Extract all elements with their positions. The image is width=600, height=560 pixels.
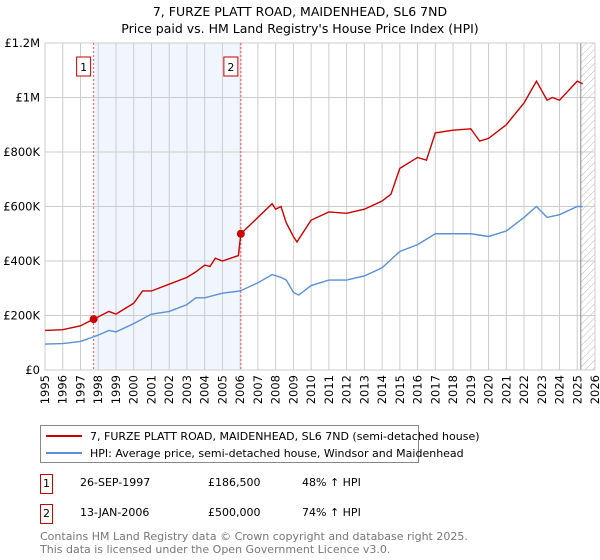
transaction-date: 13-JAN-2006 — [80, 506, 150, 519]
footer: Contains HM Land Registry data © Crown c… — [40, 530, 468, 556]
x-tick-label: 2010 — [304, 375, 318, 404]
chart-subtitle: Price paid vs. HM Land Registry's House … — [121, 21, 479, 36]
x-tick-label: 2011 — [322, 375, 336, 404]
x-tick-label: 1997 — [73, 375, 87, 404]
legend-swatch — [46, 452, 82, 454]
transaction-hpi: 48% ↑ HPI — [302, 476, 361, 489]
sale-badge-label: 1 — [80, 61, 87, 74]
x-tick-label: 2025 — [570, 375, 584, 404]
transaction-date: 26-SEP-1997 — [80, 476, 151, 489]
transaction-row: 2 13-JAN-2006 £500,000 74% ↑ HPI — [40, 504, 440, 524]
plot-frame — [44, 42, 596, 371]
transaction-hpi: 74% ↑ HPI — [302, 506, 361, 519]
y-tick-label: £1.2M — [4, 36, 40, 50]
x-tick-label: 1996 — [56, 375, 70, 404]
x-tick-label: 2026 — [588, 375, 600, 404]
sale-badge — [223, 56, 239, 77]
x-tick-label: 2008 — [269, 375, 283, 404]
legend-item-hpi: HPI: Average price, semi-detached house,… — [41, 445, 464, 461]
sale-point — [236, 229, 245, 238]
x-tick-label: 2024 — [553, 375, 567, 404]
x-tick-label: 2019 — [464, 375, 478, 404]
legend-label: HPI: Average price, semi-detached house,… — [90, 446, 464, 460]
series-line — [44, 79, 583, 332]
x-tick-label: 2002 — [162, 375, 176, 404]
x-tick-label: 2003 — [180, 375, 194, 404]
x-tick-label: 2000 — [127, 375, 141, 404]
x-tick-label: 2001 — [144, 375, 158, 404]
sale-badge — [76, 56, 92, 77]
x-tick-label: 2014 — [375, 375, 389, 404]
sale-point — [89, 315, 98, 324]
x-tick-label: 2004 — [198, 375, 212, 404]
x-tick-label: 2021 — [499, 375, 513, 404]
series-line — [44, 205, 583, 345]
x-tick-label: 2006 — [233, 375, 247, 404]
x-tick-label: 2018 — [446, 375, 460, 404]
chart-title: 7, FURZE PLATT ROAD, MAIDENHEAD, SL6 7ND — [152, 4, 448, 19]
transaction-price: £186,500 — [208, 476, 261, 489]
price-chart: 1995 1996 1997 1998 1999 2000 2001 2002 2003 2004… — [3, 36, 600, 404]
y-tick-label: £400K — [3, 254, 40, 268]
y-tick-label: £0 — [25, 363, 40, 377]
transaction-price: £500,000 — [208, 506, 261, 519]
legend-item-property: 7, FURZE PLATT ROAD, MAIDENHEAD, SL6 7ND… — [41, 428, 480, 444]
x-tick-label: 2007 — [251, 375, 265, 404]
legend-label: 7, FURZE PLATT ROAD, MAIDENHEAD, SL6 7ND… — [90, 429, 480, 443]
footer-copyright: Contains HM Land Registry data © Crown c… — [40, 530, 468, 543]
footer-licence: This data is licensed under the Open Gov… — [40, 543, 391, 556]
y-tick-label: £600K — [3, 200, 40, 214]
y-tick-label: £1M — [15, 91, 40, 105]
x-tick-label: 1999 — [109, 375, 123, 404]
x-tick-label: 2013 — [357, 375, 371, 404]
x-tick-label: 2022 — [517, 375, 531, 404]
sale-badge-label: 2 — [227, 61, 234, 74]
x-tick-label: 2016 — [411, 375, 425, 404]
transaction-badge: 1 — [40, 474, 53, 494]
legend-swatch — [46, 435, 82, 437]
x-tick-label: 1995 — [38, 375, 52, 404]
y-tick-label: £200K — [3, 309, 40, 323]
x-tick-label: 2017 — [428, 375, 442, 404]
x-tick-label: 2015 — [393, 375, 407, 404]
y-tick-label: £800K — [3, 145, 40, 159]
x-tick-label: 2012 — [340, 375, 354, 404]
legend: 7, FURZE PLATT ROAD, MAIDENHEAD, SL6 7ND… — [40, 425, 480, 463]
x-tick-label: 2020 — [482, 375, 496, 404]
transaction-row: 1 26-SEP-1997 £186,500 48% ↑ HPI — [40, 474, 440, 494]
x-tick-label: 2023 — [535, 375, 549, 404]
x-tick-label: 1998 — [91, 375, 105, 404]
x-tick-label: 2009 — [286, 375, 300, 404]
transaction-badge: 2 — [40, 504, 53, 524]
x-tick-label: 2005 — [215, 375, 229, 404]
